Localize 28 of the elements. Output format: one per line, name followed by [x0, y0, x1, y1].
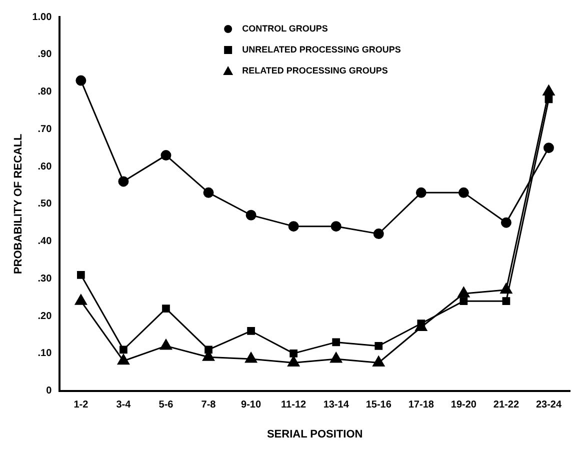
y-tick-label: 0	[46, 386, 52, 397]
y-tick-label: .70	[38, 124, 52, 135]
x-tick-label: 17-18	[408, 400, 434, 411]
y-tick-label: .10	[38, 348, 52, 360]
y-tick-label: .50	[38, 198, 52, 210]
x-axis-title: SERIAL POSITION	[266, 428, 363, 440]
legend-label: RELATED PROCESSING GROUPS	[242, 65, 388, 76]
y-tick-label: .30	[38, 273, 52, 284]
x-tick-label: 11-12	[281, 400, 307, 411]
x-tick-label: 9-10	[241, 400, 262, 411]
legend-label: CONTROL GROUPS	[242, 23, 328, 34]
y-tick-label: .20	[38, 310, 52, 322]
x-tick-label: 3-4	[116, 400, 132, 411]
y-tick-label: .90	[38, 49, 52, 60]
y-axis-title: PROBABILITY OF RECALL	[12, 133, 25, 274]
x-tick-label: 23-24	[536, 400, 562, 411]
x-tick-label: 13-14	[323, 400, 350, 411]
x-tick-label: 7-8	[201, 400, 216, 411]
x-tick-label: 5-6	[158, 400, 174, 411]
y-tick-label: .60	[38, 161, 52, 172]
x-tick-label: 15-16	[366, 400, 392, 411]
y-tick-label: .40	[38, 236, 52, 248]
y-tick-label: 1.00	[32, 12, 52, 23]
x-tick-label: 21-22	[493, 400, 520, 411]
x-tick-label: 19-20	[450, 400, 477, 411]
y-tick-label: .80	[38, 86, 52, 98]
legend-label: UNRELATED PROCESSING GROUPS	[242, 44, 401, 54]
x-tick-label: 1-2	[74, 400, 89, 411]
